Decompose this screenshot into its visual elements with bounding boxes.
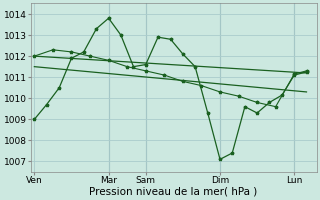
- X-axis label: Pression niveau de la mer( hPa ): Pression niveau de la mer( hPa ): [90, 187, 258, 197]
